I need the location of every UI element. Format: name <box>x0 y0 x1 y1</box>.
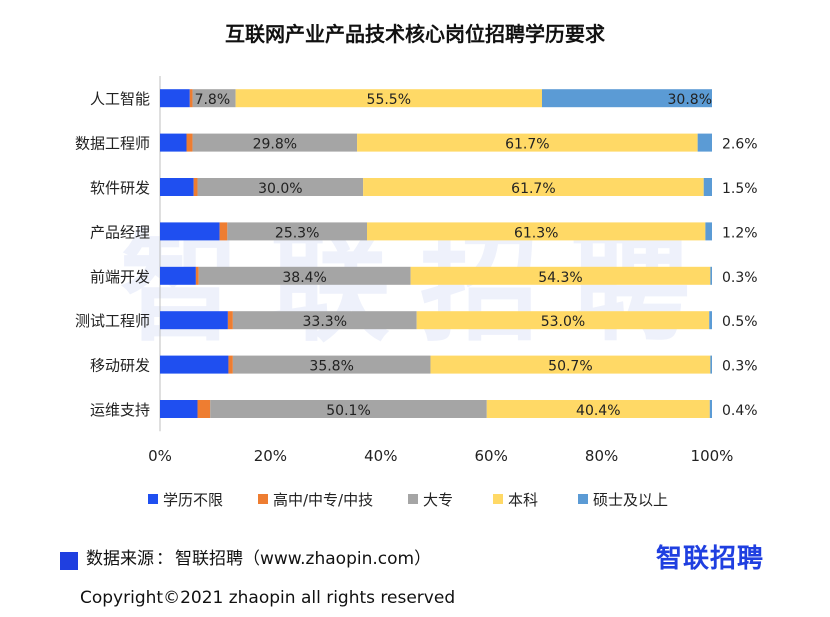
bar-segment <box>160 355 229 374</box>
data-label: 1.2% <box>722 225 758 241</box>
bar-segment <box>193 178 198 196</box>
bar-segment <box>235 89 542 108</box>
bar-segment <box>541 89 712 108</box>
data-label: 0.3% <box>722 359 758 375</box>
data-label: 0.5% <box>722 314 758 330</box>
y-tick-label: 产品经理 <box>90 223 150 241</box>
bar-segment <box>430 355 711 374</box>
bar-segment <box>705 222 712 241</box>
bar-segment <box>703 178 712 196</box>
bar-segment <box>227 311 233 330</box>
y-tick-label: 运维支持 <box>90 401 150 419</box>
y-tick-label: 数据工程师 <box>75 135 150 153</box>
bar-segment <box>195 266 199 285</box>
bar-segment <box>186 133 193 152</box>
data-label: 61.7% <box>511 181 555 197</box>
bar-segment <box>697 133 712 152</box>
legend-swatch <box>148 494 158 504</box>
data-label: 0.4% <box>722 403 758 419</box>
bar-segment <box>357 133 698 152</box>
chart-title: 互联网产业产品技术核心岗位招聘学历要求 <box>225 22 605 46</box>
copyright-text: Copyright©2021 zhaopin all rights reserv… <box>80 588 456 608</box>
bar-segment <box>192 89 236 108</box>
bar-segment <box>363 178 704 196</box>
data-label: 40.4% <box>576 403 620 419</box>
data-label: 35.8% <box>309 359 353 375</box>
data-label: 53.0% <box>541 314 585 330</box>
data-label: 1.5% <box>722 181 758 197</box>
data-label: 38.4% <box>282 270 326 286</box>
bar-segment <box>228 355 233 374</box>
x-tick-label: 80% <box>585 447 618 465</box>
x-tick-label: 100% <box>691 447 734 465</box>
source-marker-icon <box>60 552 78 570</box>
bar-segment <box>198 266 411 285</box>
source-line: 数据来源 ： 智联招聘（www.zhaopin.com） <box>60 542 431 570</box>
legend-swatch <box>408 494 418 504</box>
data-label: 30.8% <box>668 92 712 108</box>
legend-swatch <box>578 494 588 504</box>
y-tick-label: 软件研发 <box>90 179 150 197</box>
legend-label: 高中/中专/中技 <box>273 491 373 509</box>
x-tick-label: 20% <box>254 447 287 465</box>
x-tick-label: 0% <box>148 447 172 465</box>
data-label: 0.3% <box>722 270 758 286</box>
bar-segment <box>367 222 706 241</box>
data-label: 29.8% <box>253 137 297 153</box>
bar-segment <box>232 311 417 330</box>
bar-segment <box>416 311 710 330</box>
y-tick-label: 测试工程师 <box>75 312 150 330</box>
bar-segment <box>160 266 196 285</box>
bar-segment <box>189 89 193 108</box>
legend-swatch <box>493 494 503 504</box>
bar-segment <box>219 222 228 241</box>
data-label: 33.3% <box>303 314 347 330</box>
x-tick-label: 40% <box>364 447 397 465</box>
bar-segment <box>486 400 710 418</box>
legend-label: 大专 <box>423 491 453 509</box>
data-label: 61.3% <box>514 225 558 241</box>
bar-segment <box>160 133 187 152</box>
legend-label: 硕士及以上 <box>593 491 668 509</box>
legend-swatch <box>258 494 268 504</box>
y-tick-label: 移动研发 <box>90 357 150 375</box>
bar-segment <box>709 311 712 330</box>
bar-segment <box>709 400 712 418</box>
bar-segment <box>710 355 712 374</box>
data-label: 2.6% <box>722 137 758 153</box>
bar-segment <box>160 222 220 241</box>
data-label: 25.3% <box>275 225 319 241</box>
bar-segment <box>197 178 364 196</box>
y-tick-label: 前端开发 <box>90 268 150 286</box>
bar-segment <box>197 400 211 418</box>
bar-segment <box>710 266 712 285</box>
bar-segment <box>227 222 367 241</box>
data-label: 61.7% <box>505 137 549 153</box>
legend-label: 学历不限 <box>163 491 223 509</box>
bar-segment <box>232 355 431 374</box>
data-label: 7.8% <box>195 92 231 108</box>
zhaopin-logo: 智联招聘 <box>655 544 764 574</box>
bar-segment <box>160 311 228 330</box>
y-tick-label: 人工智能 <box>90 90 150 108</box>
source-colon: ： <box>156 548 173 569</box>
source-text: 智联招聘（www.zhaopin.com） <box>175 548 432 569</box>
bar-segment <box>410 266 711 285</box>
bar-segment <box>160 178 194 196</box>
data-label: 50.1% <box>326 403 370 419</box>
bar-segment <box>210 400 487 418</box>
data-label: 30.0% <box>258 181 302 197</box>
data-label: 55.5% <box>367 92 411 108</box>
bar-segment <box>160 400 198 418</box>
data-label: 50.7% <box>548 359 592 375</box>
stacked-bar-chart: 人工智能 7.8% 55.5% 30.8% 数据工程师 29.8% 61.7% 2.6% 软件研… <box>75 76 758 509</box>
source-label: 数据来源 <box>86 548 154 569</box>
bar-segment <box>160 89 190 108</box>
legend-label: 本科 <box>508 491 538 509</box>
x-tick-label: 60% <box>475 447 508 465</box>
bar-segment <box>192 133 358 152</box>
data-label: 54.3% <box>538 270 582 286</box>
